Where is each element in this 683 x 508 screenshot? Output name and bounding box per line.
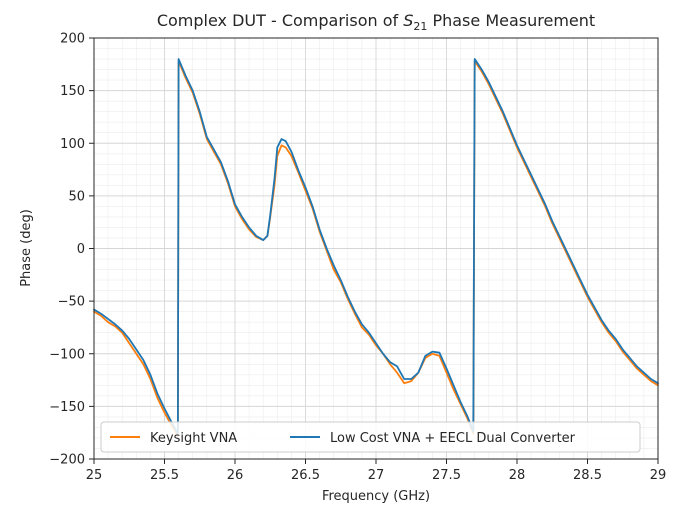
x-tick-label: 27.5 [432, 468, 461, 483]
x-tick-label: 28 [509, 468, 526, 483]
x-tick-label: 29 [650, 468, 667, 483]
y-tick-label: 200 [60, 32, 85, 47]
y-tick-label: 50 [68, 189, 85, 204]
series-line-keysight-vna [93, 60, 659, 437]
y-tick-label: −150 [49, 400, 85, 415]
legend-box [100, 421, 641, 453]
y-tick-label: −200 [49, 453, 85, 468]
chart-title-prefix: Complex DUT - Comparison of [157, 11, 403, 30]
chart-title-symbol: S [403, 11, 413, 30]
y-tick-label: −100 [49, 347, 85, 362]
x-tick-label: 25 [86, 468, 103, 483]
x-tick-label: 26.5 [291, 468, 320, 483]
y-tick-label: 0 [77, 242, 85, 257]
y-tick-label: 150 [60, 84, 85, 99]
x-tick-label: 27 [368, 468, 385, 483]
y-tick-label: −50 [58, 295, 85, 310]
y-tick-label: 100 [60, 137, 85, 152]
legend-label-keysight-vna: Keysight VNA [150, 431, 237, 446]
chart-title: Complex DUT - Comparison of S21 Phase Me… [157, 11, 595, 33]
chart-title-subscript: 21 [413, 20, 427, 33]
y-axis-ticks: −200 −150 −100 −50 0 50 100 150 200 [49, 32, 94, 468]
chart-title-suffix: Phase Measurement [427, 11, 595, 30]
x-axis-ticks: 25 25.5 26 26.5 27 27.5 28 28.5 29 [86, 459, 667, 483]
series-line-low-cost-vna [93, 58, 659, 435]
y-axis-label: Phase (deg) [19, 209, 34, 287]
legend: Keysight VNA Low Cost VNA + EECL Dual Co… [100, 421, 641, 453]
series-layer [93, 58, 659, 437]
x-axis-label: Frequency (GHz) [322, 489, 430, 504]
x-tick-label: 28.5 [573, 468, 602, 483]
x-tick-label: 25.5 [150, 468, 179, 483]
legend-label-low-cost-vna: Low Cost VNA + EECL Dual Converter [330, 431, 576, 446]
x-tick-label: 26 [227, 468, 244, 483]
